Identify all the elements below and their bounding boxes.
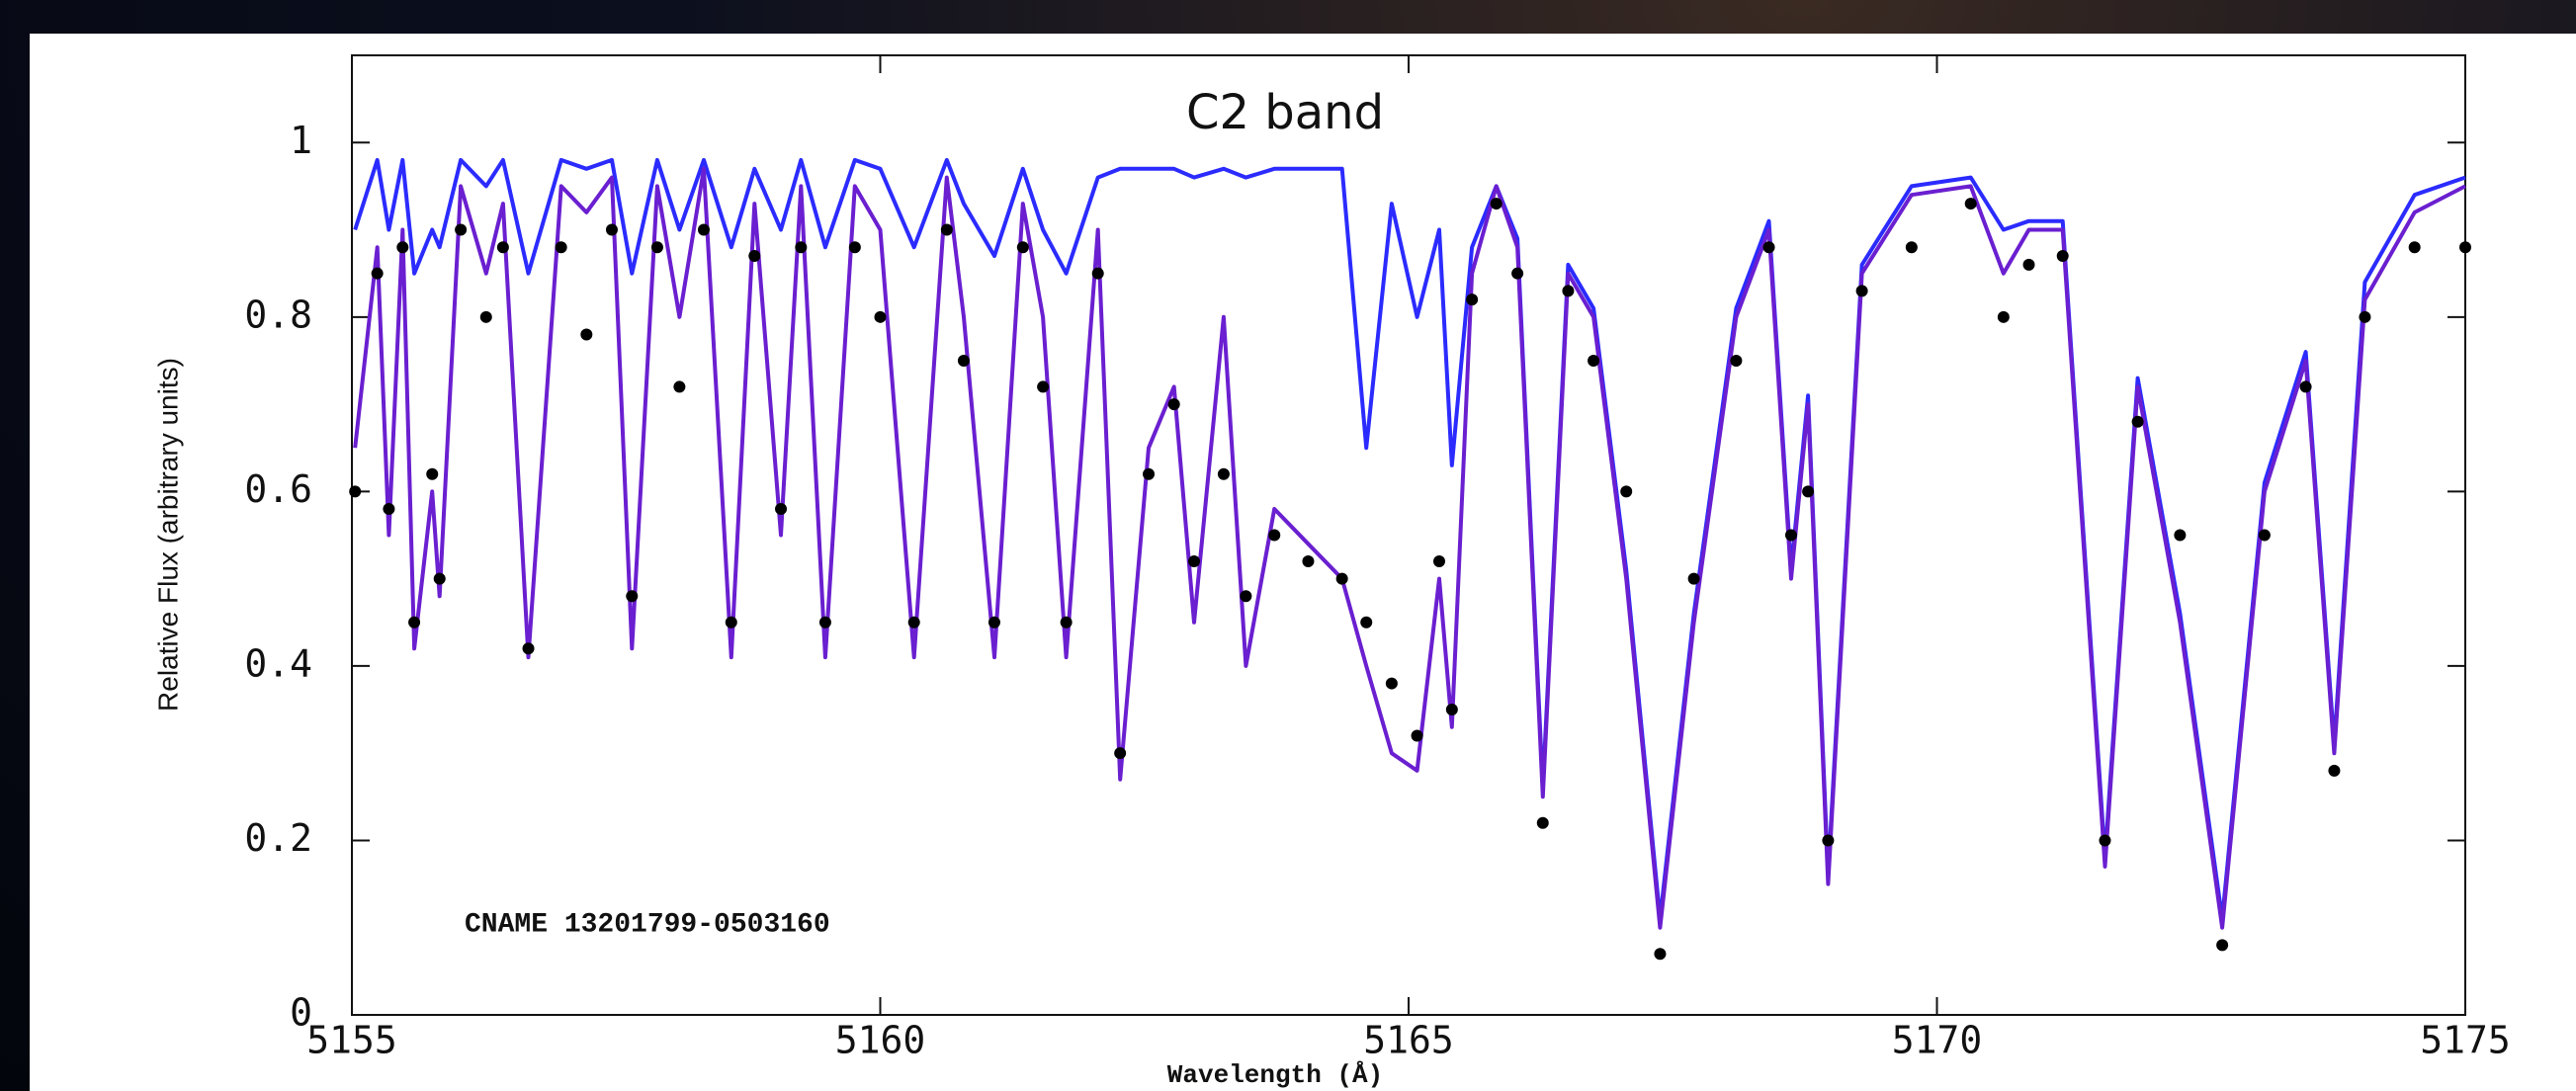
data-point bbox=[2328, 764, 2341, 777]
data-point bbox=[1187, 554, 1200, 567]
data-point bbox=[455, 223, 468, 236]
chart-title: C2 band bbox=[1186, 85, 1384, 140]
data-point bbox=[1855, 285, 1868, 297]
data-point bbox=[1490, 198, 1503, 210]
data-point bbox=[795, 241, 808, 254]
data-point bbox=[2022, 258, 2035, 271]
data-point bbox=[496, 241, 509, 254]
y-tick-label: 0 bbox=[290, 991, 312, 1035]
data-point bbox=[1730, 354, 1743, 367]
y-tick-label: 1 bbox=[290, 119, 312, 162]
data-point bbox=[848, 241, 861, 254]
data-point bbox=[371, 267, 384, 280]
data-point bbox=[1536, 816, 1549, 829]
data-point bbox=[1905, 241, 1918, 254]
data-point bbox=[1762, 241, 1775, 254]
data-point bbox=[1822, 834, 1835, 847]
data-point bbox=[650, 241, 663, 254]
data-point bbox=[697, 223, 710, 236]
data-point bbox=[426, 467, 439, 480]
data-point bbox=[1167, 398, 1180, 411]
data-point bbox=[775, 503, 788, 516]
data-point bbox=[479, 310, 492, 323]
x-tick-label: 5160 bbox=[835, 1019, 926, 1062]
y-tick-label: 0.2 bbox=[244, 816, 312, 860]
data-point bbox=[1433, 554, 1446, 567]
spectrum-line bbox=[353, 157, 2466, 921]
data-point bbox=[2099, 834, 2111, 847]
data-point bbox=[408, 616, 421, 629]
data-point bbox=[1385, 677, 1398, 690]
data-point bbox=[2408, 241, 2421, 254]
data-point bbox=[1302, 554, 1315, 567]
data-point bbox=[2216, 939, 2229, 952]
data-point bbox=[383, 503, 395, 516]
data-point bbox=[725, 616, 737, 629]
data-point bbox=[2174, 529, 2187, 542]
data-point bbox=[673, 380, 686, 393]
y-tick-label: 0.6 bbox=[244, 467, 312, 511]
data-point bbox=[349, 485, 362, 498]
data-point bbox=[1268, 529, 1281, 542]
spectrum-line bbox=[353, 166, 2466, 930]
y-tick-label: 0.4 bbox=[244, 641, 312, 685]
data-point bbox=[2056, 250, 2069, 263]
data-point bbox=[522, 642, 535, 655]
data-point bbox=[2459, 241, 2471, 254]
data-point bbox=[874, 310, 887, 323]
data-point bbox=[580, 328, 593, 341]
x-tick-label: 5170 bbox=[1892, 1019, 1983, 1062]
x-tick-label: 5155 bbox=[306, 1019, 397, 1062]
data-point bbox=[1360, 616, 1373, 629]
data-point bbox=[1802, 485, 1815, 498]
data-point bbox=[1997, 310, 2010, 323]
data-point bbox=[1091, 267, 1104, 280]
y-axis-label: Relative Flux (arbitrary units) bbox=[152, 358, 183, 712]
data-point bbox=[907, 616, 920, 629]
x-tick-label: 5165 bbox=[1363, 1019, 1454, 1062]
data-point bbox=[1114, 747, 1127, 760]
annotation: CNAME 13201799-0503160 bbox=[465, 909, 830, 940]
data-point bbox=[1217, 467, 1230, 480]
data-point bbox=[1964, 198, 1977, 210]
data-point bbox=[605, 223, 618, 236]
x-tick-label: 5175 bbox=[2420, 1019, 2511, 1062]
data-point bbox=[2359, 310, 2371, 323]
data-point bbox=[1466, 294, 1479, 306]
data-point bbox=[940, 223, 953, 236]
data-point bbox=[1620, 485, 1633, 498]
data-point bbox=[748, 250, 761, 263]
data-point bbox=[1335, 572, 1348, 585]
data-point bbox=[957, 354, 970, 367]
x-axis-label: Wavelength (Å) bbox=[1167, 1060, 1383, 1090]
data-point bbox=[1511, 267, 1524, 280]
data-point bbox=[555, 241, 567, 254]
data-point bbox=[1562, 285, 1575, 297]
data-point bbox=[1240, 590, 1252, 603]
data-point bbox=[1654, 948, 1667, 961]
data-point bbox=[1687, 572, 1700, 585]
data-point bbox=[1411, 729, 1423, 742]
y-tick-label: 0.8 bbox=[244, 293, 312, 336]
data-point bbox=[2299, 380, 2312, 393]
data-point bbox=[626, 590, 639, 603]
data-point bbox=[1588, 354, 1600, 367]
data-point bbox=[1037, 380, 1050, 393]
data-point bbox=[1784, 529, 1797, 542]
data-point bbox=[818, 616, 831, 629]
data-point bbox=[1016, 241, 1029, 254]
data-point bbox=[396, 241, 409, 254]
data-point bbox=[1060, 616, 1073, 629]
data-point bbox=[1143, 467, 1156, 480]
data-point bbox=[2258, 529, 2271, 542]
data-point bbox=[433, 572, 446, 585]
data-point bbox=[2131, 415, 2144, 428]
data-point bbox=[1445, 704, 1458, 716]
data-point bbox=[987, 616, 1000, 629]
